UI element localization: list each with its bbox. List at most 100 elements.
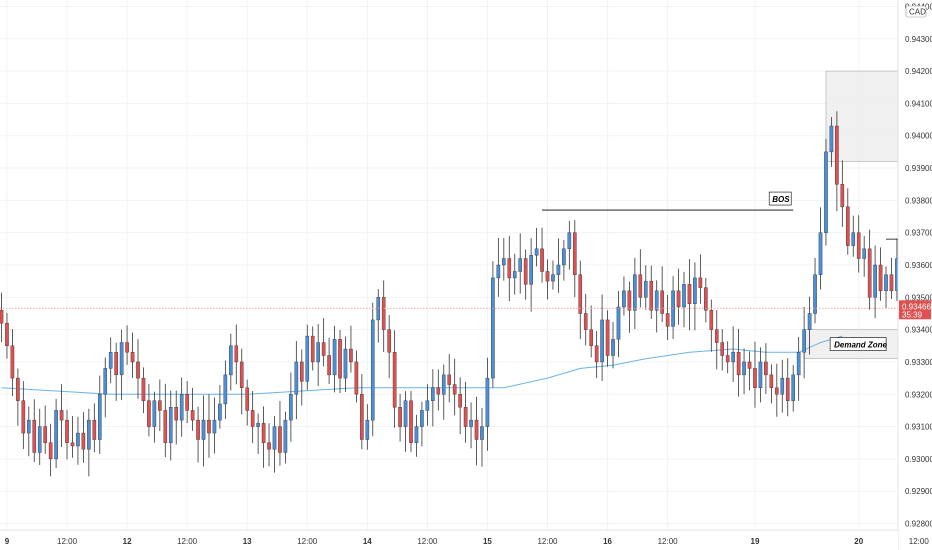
candle (147, 383, 151, 437)
candle-body (174, 406, 179, 421)
candle (502, 237, 506, 281)
candle-body (693, 277, 697, 304)
candle-body (305, 335, 310, 382)
time-tick-label: 12:00 (658, 537, 679, 546)
candle (321, 318, 326, 367)
candle (32, 399, 37, 463)
candle-body (802, 329, 806, 353)
candle-body (152, 400, 157, 427)
candle (168, 390, 173, 461)
candle-body (518, 258, 522, 272)
candle (97, 375, 102, 454)
candle (562, 240, 566, 281)
candle (709, 299, 714, 352)
candle (665, 294, 670, 340)
candle (720, 329, 725, 371)
candle-body (764, 361, 768, 376)
candle (873, 245, 877, 319)
candle-body (578, 274, 583, 314)
candle (398, 393, 402, 442)
currency-label: CAD (909, 8, 926, 17)
grid (0, 0, 920, 530)
candle-body (294, 361, 299, 395)
candle (725, 341, 730, 374)
price-tick-label: 0.94000 (905, 132, 932, 141)
candle (747, 351, 752, 391)
candle-body (753, 368, 757, 389)
candle-body (256, 423, 260, 427)
time-tick-label: 12 (123, 537, 132, 546)
current-price-value: 0.93466 (902, 302, 931, 311)
time-axis-background (0, 530, 898, 550)
price-axis[interactable]: 0.92800 0.92900 0.93000 0.93100 0.93200 0.933… (897, 0, 932, 550)
candle (469, 402, 473, 449)
candle (245, 379, 250, 426)
candle (223, 360, 228, 419)
candle-body (496, 264, 501, 279)
candle-body (654, 290, 659, 311)
candle (81, 411, 86, 463)
candle (780, 359, 785, 413)
candle (775, 363, 779, 417)
candle-body (851, 232, 856, 246)
candle-body (10, 345, 15, 379)
candle-body (92, 419, 97, 440)
candle (136, 339, 140, 399)
candle-body (212, 419, 217, 434)
candle (387, 315, 391, 379)
candle (152, 391, 157, 443)
candle (594, 331, 599, 379)
candle-body (523, 258, 528, 285)
candle (764, 343, 768, 394)
candle (185, 381, 189, 424)
candle (889, 257, 894, 300)
candle (87, 408, 91, 477)
candle (829, 116, 834, 167)
candle (250, 390, 255, 444)
candle (316, 324, 320, 387)
price-tick-label: 0.93400 (905, 326, 932, 335)
candle-body (573, 232, 577, 275)
candle-body (48, 442, 53, 460)
candle-body (447, 374, 452, 385)
time-tick-label: 13 (243, 537, 252, 546)
candle-body (862, 248, 866, 259)
candle-body (594, 345, 599, 363)
time-tick-label: 16 (603, 537, 612, 546)
candle-body (551, 274, 555, 282)
candle-body (239, 361, 244, 389)
candle (338, 330, 342, 394)
candle-body (119, 342, 124, 376)
candle-body (250, 410, 255, 427)
candle-body (791, 374, 795, 401)
price-tick-label: 0.93700 (905, 229, 932, 238)
candle-body (327, 355, 331, 376)
candle (425, 384, 430, 426)
candle-body (207, 419, 211, 434)
candle-body (704, 287, 708, 311)
currency-badge[interactable]: CAD (905, 5, 927, 18)
candle (567, 221, 572, 270)
candle-body (283, 419, 288, 453)
candle-body (534, 248, 539, 256)
candle (141, 367, 146, 414)
price-tick-label: 0.93800 (905, 196, 932, 205)
candle (545, 259, 550, 300)
candle (785, 358, 790, 417)
price-tick-label: 0.94200 (905, 67, 932, 76)
price-tick-label: 0.93100 (905, 423, 932, 432)
candle (59, 384, 64, 448)
candle-body (731, 352, 735, 363)
candle-body (491, 277, 495, 379)
candle-body (196, 419, 200, 440)
time-axis[interactable]: 9 12:00 12 12:00 13 12:00 14 12:00 15 12:00 16 12:0… (0, 529, 932, 550)
candle (65, 409, 69, 460)
candle (573, 220, 577, 298)
candle (589, 305, 593, 358)
candle-body (507, 258, 512, 279)
candle-body (622, 290, 626, 308)
candle-body (97, 394, 102, 440)
candle-body (884, 274, 888, 292)
candle (267, 423, 271, 467)
